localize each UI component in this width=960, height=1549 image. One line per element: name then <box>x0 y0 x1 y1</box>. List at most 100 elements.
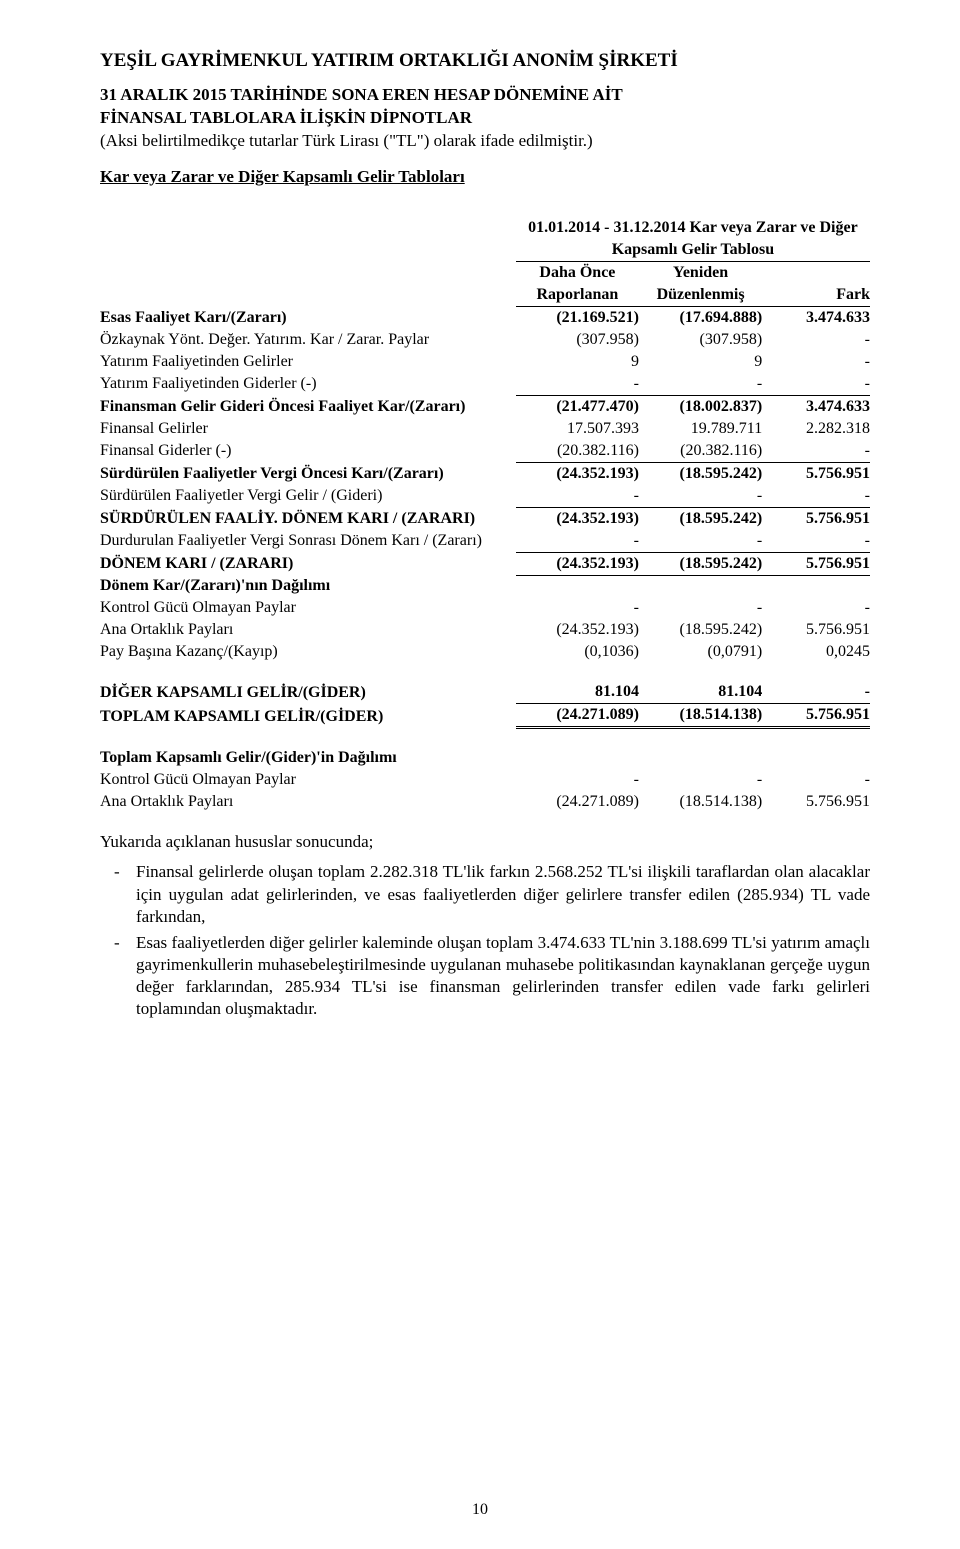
row-value: 81.104 <box>516 681 639 704</box>
list-item: Finansal gelirlerde oluşan toplam 2.282.… <box>136 861 870 927</box>
col2-head-line1: Yeniden <box>639 261 762 284</box>
row-label: DÖNEM KARI / (ZARARI) <box>100 552 516 575</box>
row-value: - <box>639 597 762 619</box>
row-value: 0,0245 <box>762 641 870 663</box>
section-title: Kar veya Zarar ve Diğer Kapsamlı Gelir T… <box>100 167 870 187</box>
row-value: - <box>762 440 870 463</box>
table-row: Ana Ortaklık Payları (24.271.089) (18.51… <box>100 791 870 813</box>
list-item: Esas faaliyetlerden diğer gelirler kalem… <box>136 932 870 1020</box>
row-label: Yatırım Faaliyetinden Giderler (-) <box>100 373 516 396</box>
row-label: Ana Ortaklık Payları <box>100 619 516 641</box>
row-label: Toplam Kapsamlı Gelir/(Gider)'in Dağılım… <box>100 747 516 769</box>
row-label: Finansal Giderler (-) <box>100 440 516 463</box>
row-label: DİĞER KAPSAMLI GELİR/(GİDER) <box>100 681 516 704</box>
table-row: Finansman Gelir Gideri Öncesi Faaliyet K… <box>100 395 870 418</box>
row-value: 3.474.633 <box>762 395 870 418</box>
row-value: 9 <box>639 351 762 373</box>
row-value: (18.595.242) <box>639 507 762 530</box>
row-label: SÜRDÜRÜLEN FAALİY. DÖNEM KARI / (ZARARI) <box>100 507 516 530</box>
row-value: (0,0791) <box>639 641 762 663</box>
row-value: - <box>516 485 639 508</box>
row-value: 3.474.633 <box>762 306 870 329</box>
row-value: (24.352.193) <box>516 507 639 530</box>
row-label: Yatırım Faaliyetinden Gelirler <box>100 351 516 373</box>
table-row: Yatırım Faaliyetinden Gelirler 9 9 - <box>100 351 870 373</box>
period-heading-line2: Kapsamlı Gelir Tablosu <box>516 239 870 262</box>
row-value: - <box>762 485 870 508</box>
row-value: (24.352.193) <box>516 619 639 641</box>
table-row: Kontrol Gücü Olmayan Paylar - - - <box>100 597 870 619</box>
row-value: 5.756.951 <box>762 704 870 728</box>
row-label: TOPLAM KAPSAMLI GELİR/(GİDER) <box>100 704 516 728</box>
table-row: Finansal Gelirler 17.507.393 19.789.711 … <box>100 418 870 440</box>
row-value: - <box>762 681 870 704</box>
row-label: Kontrol Gücü Olmayan Paylar <box>100 597 516 619</box>
explanation-list: Finansal gelirlerde oluşan toplam 2.282.… <box>100 861 870 1020</box>
table-row: Kontrol Gücü Olmayan Paylar - - - <box>100 769 870 791</box>
row-value: - <box>516 373 639 396</box>
col3-head: Fark <box>762 284 870 307</box>
row-label: Finansman Gelir Gideri Öncesi Faaliyet K… <box>100 395 516 418</box>
row-label: Pay Başına Kazanç/(Kayıp) <box>100 641 516 663</box>
row-value: - <box>516 769 639 791</box>
table-row: Toplam Kapsamlı Gelir/(Gider)'in Dağılım… <box>100 747 870 769</box>
row-label: Durdurulan Faaliyetler Vergi Sonrası Dön… <box>100 530 516 553</box>
table-row: SÜRDÜRÜLEN FAALİY. DÖNEM KARI / (ZARARI)… <box>100 507 870 530</box>
row-value: - <box>762 530 870 553</box>
row-value: - <box>516 597 639 619</box>
row-label: Kontrol Gücü Olmayan Paylar <box>100 769 516 791</box>
table-row: Sürdürülen Faaliyetler Vergi Öncesi Karı… <box>100 462 870 485</box>
table-row: DÖNEM KARI / (ZARARI) (24.352.193) (18.5… <box>100 552 870 575</box>
table-row: DİĞER KAPSAMLI GELİR/(GİDER) 81.104 81.1… <box>100 681 870 704</box>
income-statement-table: 01.01.2014 - 31.12.2014 Kar veya Zarar v… <box>100 217 870 814</box>
row-value: (18.595.242) <box>639 619 762 641</box>
table-row: TOPLAM KAPSAMLI GELİR/(GİDER) (24.271.08… <box>100 704 870 728</box>
row-value: (20.382.116) <box>639 440 762 463</box>
row-value: - <box>639 373 762 396</box>
row-value: - <box>639 485 762 508</box>
row-value: - <box>762 597 870 619</box>
row-value: 17.507.393 <box>516 418 639 440</box>
row-label: Esas Faaliyet Karı/(Zararı) <box>100 306 516 329</box>
col1-head-line1: Daha Önce <box>516 261 639 284</box>
report-subheader-note: (Aksi belirtilmedikçe tutarlar Türk Lira… <box>100 130 870 153</box>
row-value: - <box>762 351 870 373</box>
report-subheader-line2: FİNANSAL TABLOLARA İLİŞKİN DİPNOTLAR <box>100 107 870 130</box>
row-value: - <box>762 329 870 351</box>
row-value: 5.756.951 <box>762 507 870 530</box>
row-value: - <box>639 530 762 553</box>
row-value: (0,1036) <box>516 641 639 663</box>
company-title: YEŞİL GAYRİMENKUL YATIRIM ORTAKLIĞI ANON… <box>100 50 870 72</box>
table-row: Pay Başına Kazanç/(Kayıp) (0,1036) (0,07… <box>100 641 870 663</box>
table-row: Özkaynak Yönt. Değer. Yatırım. Kar / Zar… <box>100 329 870 351</box>
row-value: 2.282.318 <box>762 418 870 440</box>
row-value: 5.756.951 <box>762 552 870 575</box>
row-value: (24.352.193) <box>516 462 639 485</box>
table-row: Esas Faaliyet Karı/(Zararı) (21.169.521)… <box>100 306 870 329</box>
table-row: Finansal Giderler (-) (20.382.116) (20.3… <box>100 440 870 463</box>
row-label: Finansal Gelirler <box>100 418 516 440</box>
row-label: Dönem Kar/(Zararı)'nın Dağılımı <box>100 575 516 597</box>
row-value: (18.514.138) <box>639 704 762 728</box>
row-value: (18.595.242) <box>639 552 762 575</box>
row-label: Ana Ortaklık Payları <box>100 791 516 813</box>
row-value: - <box>762 769 870 791</box>
row-label: Sürdürülen Faaliyetler Vergi Öncesi Karı… <box>100 462 516 485</box>
row-value: (18.595.242) <box>639 462 762 485</box>
table-row: Durdurulan Faaliyetler Vergi Sonrası Dön… <box>100 530 870 553</box>
page-number: 10 <box>0 1501 960 1519</box>
row-value: (18.514.138) <box>639 791 762 813</box>
table-row: Sürdürülen Faaliyetler Vergi Gelir / (Gi… <box>100 485 870 508</box>
row-value: 5.756.951 <box>762 619 870 641</box>
row-value: (24.271.089) <box>516 791 639 813</box>
row-value: 81.104 <box>639 681 762 704</box>
col1-head-line2: Raporlanan <box>516 284 639 307</box>
row-value: - <box>516 530 639 553</box>
table-row: Ana Ortaklık Payları (24.352.193) (18.59… <box>100 619 870 641</box>
row-value: (307.958) <box>639 329 762 351</box>
period-heading-line1: 01.01.2014 - 31.12.2014 Kar veya Zarar v… <box>516 217 870 239</box>
body-intro: Yukarıda açıklanan hususlar sonucunda; <box>100 831 870 853</box>
row-value: 9 <box>516 351 639 373</box>
row-value: (307.958) <box>516 329 639 351</box>
row-value: - <box>639 769 762 791</box>
